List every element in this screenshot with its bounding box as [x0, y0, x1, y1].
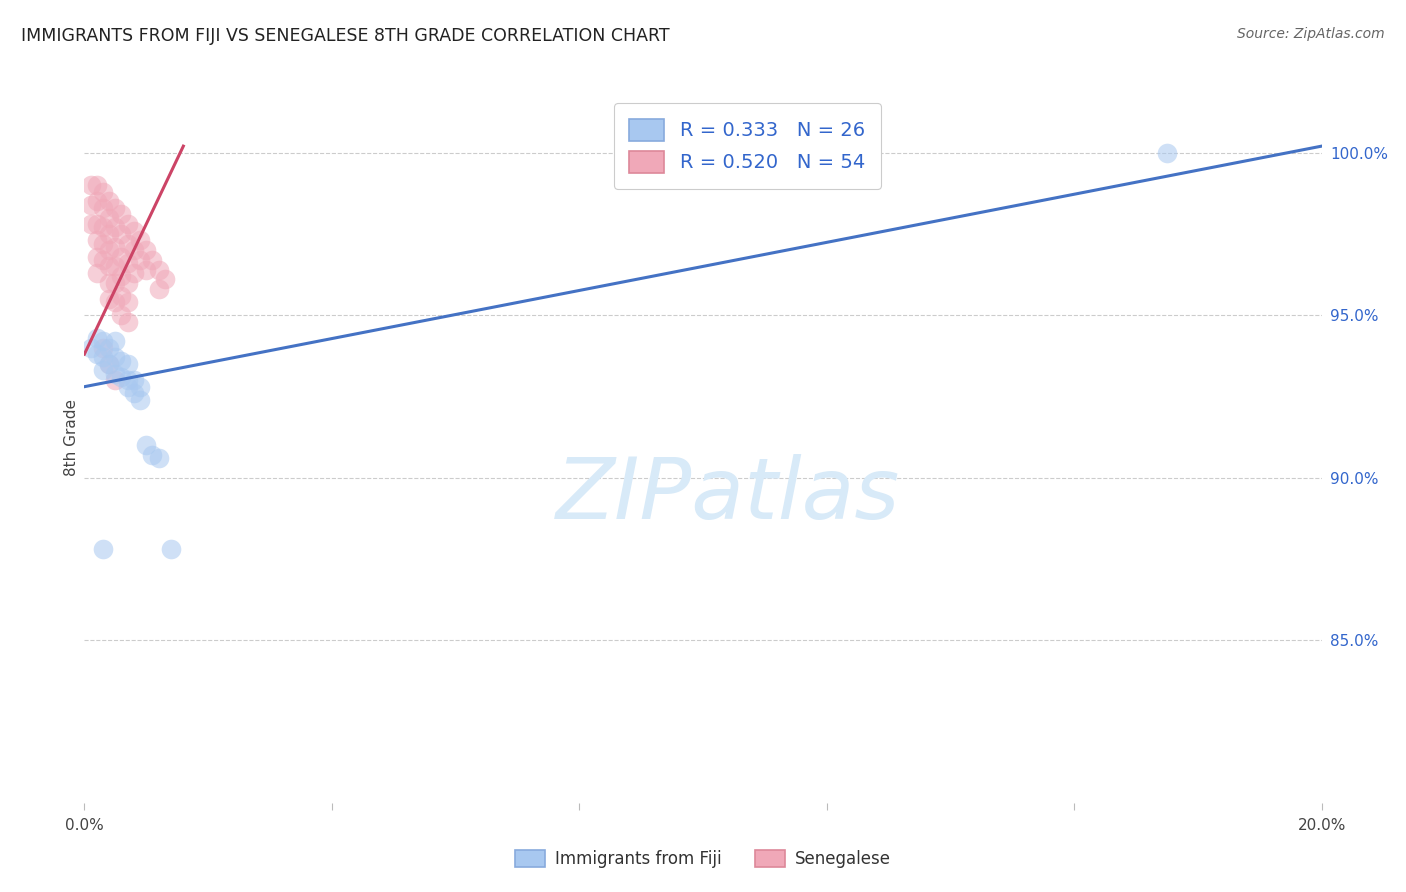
Point [117, 236, 139, 251]
Point [148, 262, 170, 277]
Point [98, 357, 121, 371]
Point [129, 252, 152, 267]
Point [122, 224, 145, 238]
Point [86, 347, 108, 361]
Point [79, 217, 101, 231]
Point [110, 207, 132, 221]
Point [153, 272, 176, 286]
Point [110, 370, 132, 384]
Point [104, 240, 127, 254]
Y-axis label: 8th Grade: 8th Grade [63, 399, 79, 475]
Point [98, 292, 121, 306]
Point [117, 380, 139, 394]
Point [91, 185, 114, 199]
Legend: Immigrants from Fiji, Senegalese: Immigrants from Fiji, Senegalese [509, 843, 897, 875]
Text: ZIPatlas: ZIPatlas [555, 454, 900, 537]
Point [104, 220, 127, 235]
Point [86, 194, 108, 209]
Point [104, 201, 127, 215]
Point [98, 357, 121, 371]
Point [135, 243, 157, 257]
Point [79, 178, 101, 193]
Point [135, 438, 157, 452]
Point [117, 217, 139, 231]
Point [104, 367, 127, 381]
Point [110, 250, 132, 264]
Point [110, 288, 132, 302]
Point [86, 234, 108, 248]
Point [104, 373, 127, 387]
Point [117, 276, 139, 290]
Point [122, 266, 145, 280]
Point [98, 243, 121, 257]
Point [1156, 145, 1178, 160]
Point [98, 341, 121, 355]
Point [117, 295, 139, 310]
Point [122, 386, 145, 401]
Point [148, 451, 170, 466]
Point [91, 236, 114, 251]
Point [91, 351, 114, 365]
Point [91, 363, 114, 377]
Point [104, 334, 127, 348]
Point [148, 282, 170, 296]
Point [86, 250, 108, 264]
Point [141, 448, 163, 462]
Point [86, 266, 108, 280]
Point [129, 234, 152, 248]
Point [141, 252, 163, 267]
Text: Source: ZipAtlas.com: Source: ZipAtlas.com [1237, 27, 1385, 41]
Point [98, 227, 121, 241]
Point [104, 276, 127, 290]
Point [122, 243, 145, 257]
Point [91, 341, 114, 355]
Point [117, 315, 139, 329]
Point [98, 276, 121, 290]
Point [117, 256, 139, 270]
Point [122, 373, 145, 387]
Point [110, 308, 132, 322]
Point [129, 380, 152, 394]
Point [104, 351, 127, 365]
Point [104, 260, 127, 274]
Point [110, 227, 132, 241]
Legend: R = 0.333   N = 26, R = 0.520   N = 54: R = 0.333 N = 26, R = 0.520 N = 54 [614, 103, 880, 189]
Text: IMMIGRANTS FROM FIJI VS SENEGALESE 8TH GRADE CORRELATION CHART: IMMIGRANTS FROM FIJI VS SENEGALESE 8TH G… [21, 27, 669, 45]
Point [117, 373, 139, 387]
Point [86, 217, 108, 231]
Point [98, 211, 121, 225]
Point [98, 260, 121, 274]
Point [91, 201, 114, 215]
Point [117, 357, 139, 371]
Point [86, 178, 108, 193]
Point [129, 392, 152, 407]
Point [86, 331, 108, 345]
Point [79, 341, 101, 355]
Point [79, 197, 101, 211]
Point [91, 220, 114, 235]
Point [98, 194, 121, 209]
Point [160, 542, 183, 557]
Point [91, 542, 114, 557]
Point [110, 353, 132, 368]
Point [91, 334, 114, 348]
Point [135, 262, 157, 277]
Point [104, 295, 127, 310]
Point [110, 269, 132, 284]
Point [91, 252, 114, 267]
